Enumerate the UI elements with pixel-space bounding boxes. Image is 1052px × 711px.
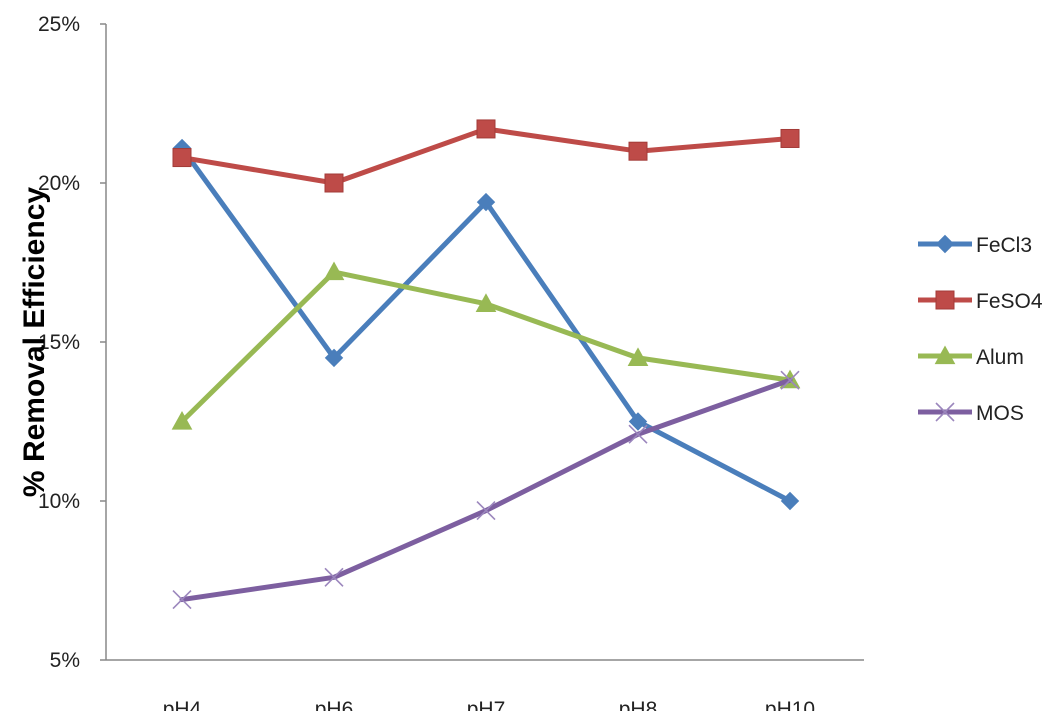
- x-tick-label: pH6: [315, 698, 354, 711]
- data-point-alum: [323, 261, 345, 281]
- data-point-fecl3: [324, 348, 344, 368]
- data-point-feso4: [628, 141, 648, 161]
- legend-marker-alum: [934, 345, 956, 365]
- y-tick-label: 25%: [38, 13, 80, 36]
- data-point-mos: [628, 424, 648, 444]
- legend-item-feso4: FeSO4: [918, 290, 1043, 313]
- series-mos: [172, 370, 800, 610]
- y-tick-label: 10%: [38, 490, 80, 513]
- data-point-alum: [171, 410, 193, 430]
- legend-label-feso4: FeSO4: [976, 290, 1043, 313]
- data-point-mos-stroke: [780, 370, 800, 390]
- legend-label-mos: MOS: [976, 402, 1024, 425]
- series-feso4: [172, 119, 800, 193]
- series-line-mos: [179, 377, 793, 603]
- y-tick-label: 20%: [38, 172, 80, 195]
- data-point-mos: [476, 500, 496, 521]
- data-point-feso4: [780, 128, 800, 148]
- chart-axes: [105, 24, 864, 661]
- data-point-mos-stroke: [324, 567, 344, 587]
- data-point-feso4: [172, 148, 192, 168]
- legend-marker-mos: [935, 402, 955, 422]
- series-fecl3: [172, 138, 800, 511]
- legend-item-alum: Alum: [918, 345, 1024, 369]
- legend-marker-mos-stroke: [935, 402, 955, 422]
- x-tick-label: pH7: [467, 698, 506, 711]
- data-point-alum: [627, 347, 649, 366]
- legend-item-fecl3: FeCl3: [918, 234, 1032, 257]
- data-point-mos-stroke: [628, 424, 648, 444]
- legend: FeCl3 FeSO4 Alum MOS: [918, 234, 1043, 425]
- data-point-feso4: [476, 119, 496, 139]
- x-tick-label: pH10: [765, 698, 815, 711]
- data-point-feso4: [324, 173, 344, 193]
- series-alum: [171, 261, 801, 430]
- data-point-fecl3: [476, 192, 496, 212]
- data-point-alum: [475, 293, 497, 312]
- x-tick-label: pH8: [619, 698, 658, 711]
- y-tick-label: 5%: [50, 649, 80, 672]
- data-point-mos-stroke: [172, 590, 192, 610]
- y-tick-label: 15%: [38, 331, 80, 354]
- legend-label-alum: Alum: [976, 346, 1024, 369]
- legend-item-mos: MOS: [918, 402, 1024, 425]
- series-lines: [171, 119, 801, 610]
- data-point-fecl3: [780, 491, 800, 511]
- data-point-mos: [172, 590, 192, 610]
- x-axis-ticks: pH4 pH6 pH7 pH8 pH10: [163, 698, 815, 711]
- data-point-mos-stroke: [476, 500, 496, 521]
- y-axis-ticks: 5% 10% 15% 20% 25%: [38, 13, 106, 672]
- legend-marker-feso4: [935, 290, 955, 310]
- data-point-mos: [324, 567, 344, 587]
- legend-label-fecl3: FeCl3: [976, 234, 1032, 257]
- y-axis-title: % Removal Efficiency: [18, 187, 51, 497]
- legend-marker-fecl3: [935, 234, 955, 254]
- data-point-fecl3: [628, 412, 648, 431]
- x-tick-label: pH4: [163, 698, 202, 711]
- data-point-mos: [780, 370, 800, 390]
